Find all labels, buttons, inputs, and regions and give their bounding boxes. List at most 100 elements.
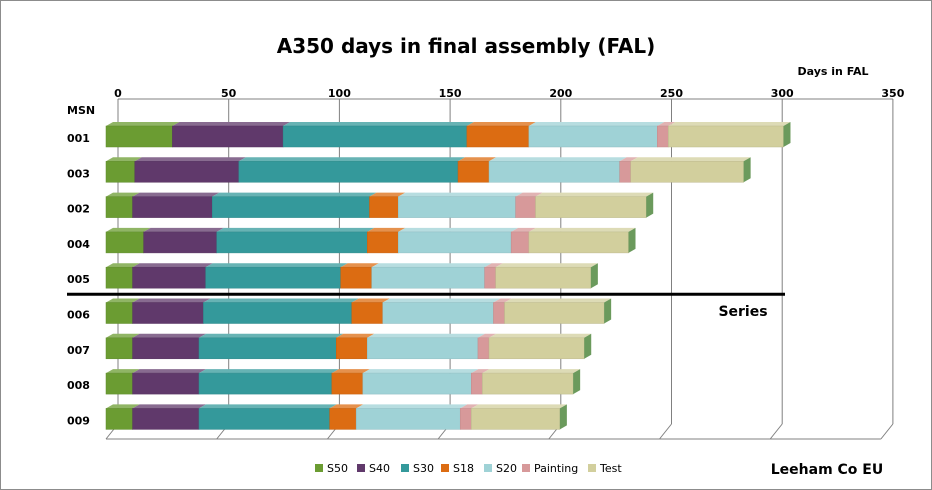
bar-s30-004 — [216, 231, 368, 254]
legend-swatch-s30 — [401, 464, 409, 472]
bar-top-s30-006 — [203, 298, 359, 303]
legend-swatch-painting — [522, 464, 530, 472]
bar-painting-007 — [477, 337, 490, 360]
bar-top-painting-006 — [493, 298, 512, 303]
bar-s18-004 — [367, 231, 399, 254]
bar-s50-008 — [105, 372, 133, 395]
category-label: 003 — [67, 167, 90, 180]
category-label: 007 — [67, 344, 90, 357]
bars — [105, 122, 791, 430]
bar-top-painting-001 — [657, 122, 676, 126]
x-tick-labels: 0 50 100 150 200 250 300 350 — [114, 87, 905, 100]
gridline-foot-300 — [769, 423, 783, 440]
bar-top-painting-005 — [484, 263, 503, 268]
bar-test-001 — [668, 125, 784, 148]
bar-s30-006 — [203, 302, 353, 324]
x-tick-label: 250 — [660, 87, 683, 100]
legend: S50 S40 S30 S18 S20 Painting Test — [315, 462, 622, 475]
gridline-foot-350 — [880, 423, 894, 440]
bar-s20-007 — [367, 337, 479, 360]
bar-s30-008 — [198, 372, 333, 395]
bar-painting-008 — [471, 372, 483, 395]
bar-top-s20-003 — [489, 157, 627, 162]
bar-top-s40-004 — [143, 227, 224, 232]
category-labels: 001 003 002 004 005 006 007 008 009 — [67, 132, 90, 427]
bar-s18-006 — [351, 302, 383, 324]
bar-s40-001 — [172, 125, 284, 148]
bar-top-s18-005 — [340, 263, 379, 268]
legend-label-s40: S40 — [369, 462, 390, 475]
bar-top-test-001 — [668, 122, 791, 126]
bar-s50-002 — [105, 196, 133, 218]
bar-top-s18-008 — [331, 369, 370, 374]
bar-end-face-002 — [646, 192, 654, 218]
bar-s50-004 — [105, 231, 144, 254]
bar-s40-006 — [132, 302, 204, 324]
bar-top-s18-007 — [336, 333, 375, 338]
bar-test-004 — [528, 231, 629, 254]
bar-s18-005 — [340, 266, 372, 289]
bar-s20-002 — [397, 196, 516, 218]
category-label: 002 — [67, 203, 90, 216]
bar-s20-009 — [355, 408, 461, 430]
bar-s20-003 — [488, 161, 620, 183]
bar-top-test-005 — [495, 263, 598, 268]
bar-top-painting-004 — [511, 227, 536, 232]
chart-title: A350 days in final assembly (FAL) — [277, 34, 655, 58]
bar-top-test-006 — [504, 298, 612, 303]
bar-top-painting-003 — [619, 157, 638, 162]
legend-swatch-test — [588, 464, 596, 472]
bar-test-007 — [488, 337, 585, 360]
x-axis-label: Days in FAL — [798, 65, 869, 78]
legend-swatch-s40 — [357, 464, 365, 472]
bar-end-face-005 — [590, 263, 598, 289]
bar-test-006 — [504, 302, 605, 324]
bar-end-face-001 — [783, 122, 791, 147]
x-tick-label: 350 — [881, 87, 904, 100]
bar-top-s40-003 — [134, 157, 246, 162]
bar-top-s30-002 — [212, 192, 377, 197]
bar-s30-009 — [198, 408, 330, 430]
bar-s18-002 — [369, 196, 399, 218]
bar-end-face-008 — [573, 369, 581, 395]
x-tick-label: 300 — [771, 87, 794, 100]
bar-top-s20-006 — [382, 298, 501, 303]
bar-end-face-009 — [559, 404, 567, 430]
legend-swatch-s50 — [315, 464, 323, 472]
bar-top-s30-009 — [198, 404, 337, 409]
bar-s30-003 — [238, 161, 459, 183]
legend-label-s18: S18 — [453, 462, 474, 475]
bar-top-painting-009 — [460, 404, 479, 409]
bar-painting-002 — [515, 196, 536, 218]
bar-top-s20-009 — [356, 404, 468, 409]
bar-s18-001 — [466, 125, 530, 148]
bar-top-s30-007 — [198, 333, 344, 338]
bar-s40-008 — [132, 372, 200, 395]
bar-test-003 — [630, 161, 744, 183]
bar-top-painting-002 — [515, 192, 543, 197]
bar-top-s50-004 — [106, 227, 151, 232]
legend-label-test: Test — [599, 462, 622, 475]
bar-top-test-007 — [489, 333, 592, 338]
bar-s50-001 — [105, 125, 173, 148]
bar-top-s50-009 — [106, 404, 140, 409]
y-axis-label: MSN — [67, 104, 95, 117]
bar-s18-003 — [457, 161, 490, 183]
bar-top-s20-002 — [398, 192, 523, 197]
bar-top-s50-005 — [106, 263, 140, 268]
bar-s30-005 — [205, 266, 341, 289]
bar-top-test-003 — [630, 157, 751, 162]
bar-s20-005 — [371, 266, 485, 289]
bar-s20-001 — [528, 125, 658, 148]
bar-s40-003 — [134, 161, 240, 183]
bar-s40-002 — [132, 196, 213, 218]
bar-top-s40-005 — [132, 263, 213, 268]
bar-s30-001 — [282, 125, 468, 148]
bar-top-test-002 — [535, 192, 654, 197]
bar-top-test-004 — [528, 227, 636, 232]
bar-top-s20-004 — [398, 227, 519, 232]
legend-swatch-s18 — [441, 464, 449, 472]
bar-top-s50-003 — [106, 157, 142, 162]
bar-s18-007 — [336, 337, 368, 360]
bar-s50-003 — [105, 161, 136, 183]
